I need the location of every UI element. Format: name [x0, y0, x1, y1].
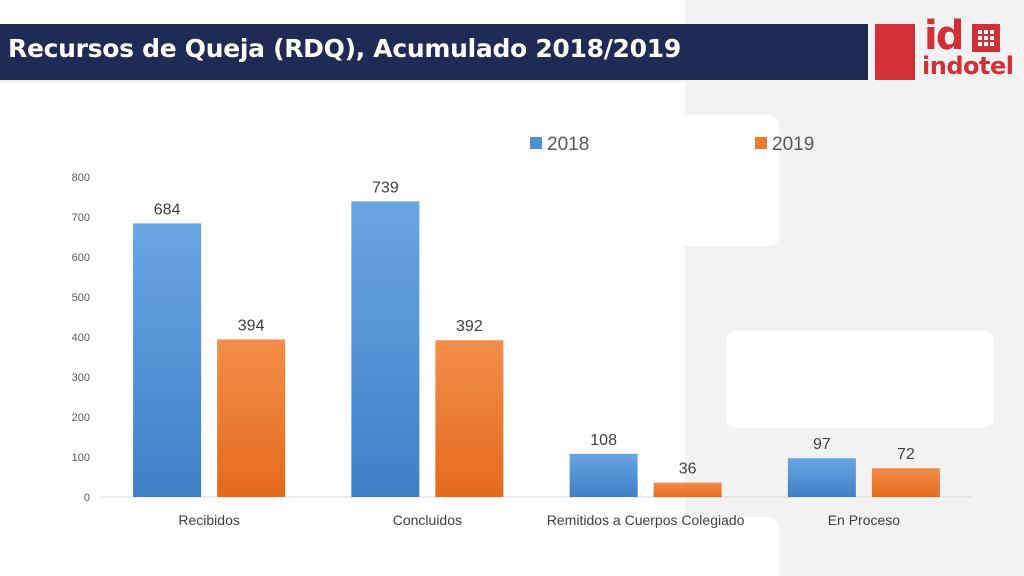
logo-red-block: [875, 24, 915, 80]
y-tick-label: 100: [72, 452, 90, 464]
legend-swatch: [530, 137, 542, 149]
logo-mark: id: [924, 13, 964, 59]
data-label: 392: [456, 318, 483, 335]
x-tick-label: Concluidos: [393, 512, 462, 528]
bar-2018: [569, 453, 638, 497]
y-tick-label: 400: [72, 332, 90, 344]
bar-2019: [435, 340, 504, 497]
x-tick-label: Recibidos: [178, 512, 239, 528]
bar-2019: [217, 339, 286, 497]
y-tick-label: 200: [72, 412, 90, 424]
y-tick-label: 500: [72, 292, 90, 304]
page-title: Recursos de Queja (RDQ), Acumulado 2018/…: [8, 34, 681, 63]
data-label: 684: [154, 201, 181, 218]
x-tick-label: Remitidos a Cuerpos Colegiado: [547, 512, 745, 528]
y-tick-label: 300: [72, 372, 90, 384]
title-bar: Recursos de Queja (RDQ), Acumulado 2018/…: [0, 24, 868, 83]
y-tick-label: 800: [72, 172, 90, 184]
logo-grid-icon: [972, 24, 1000, 52]
logo-word: indotel: [922, 52, 1014, 80]
data-label: 739: [372, 179, 399, 196]
legend-swatch: [755, 137, 767, 149]
background-card: [685, 115, 779, 246]
background-card: [726, 331, 994, 428]
bar-2018: [133, 223, 202, 497]
data-label: 97: [813, 436, 831, 453]
y-tick-label: 600: [72, 252, 90, 264]
bar-2019: [871, 468, 940, 497]
indotel-logo: id indotel: [922, 16, 1014, 84]
data-label: 108: [590, 432, 617, 449]
data-label: 36: [679, 461, 697, 478]
legend-label: 2018: [547, 134, 589, 155]
data-label: 72: [897, 446, 915, 463]
y-tick-label: 0: [84, 492, 90, 504]
x-tick-label: En Proceso: [828, 512, 901, 528]
bar-2019: [653, 482, 722, 497]
bar-2018: [787, 458, 856, 497]
bar-2018: [351, 201, 420, 497]
legend-label: 2019: [772, 134, 814, 155]
background-card: [685, 517, 779, 576]
data-label: 394: [238, 317, 265, 334]
y-tick-label: 700: [72, 212, 90, 224]
